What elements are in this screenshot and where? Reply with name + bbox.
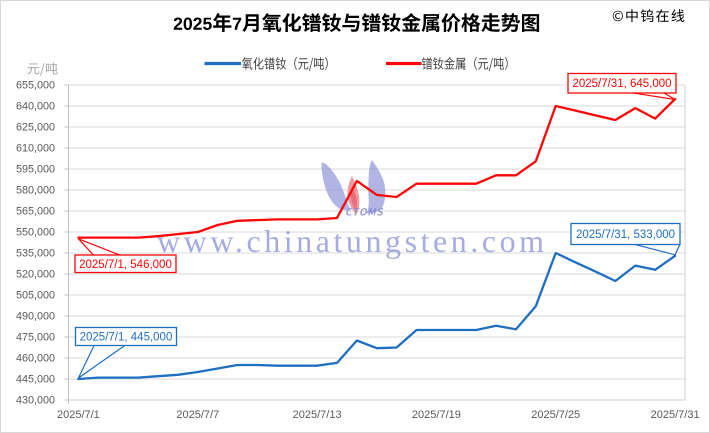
svg-text:2025/7/19: 2025/7/19 <box>412 409 461 421</box>
svg-text:2025/7/31, 645,000: 2025/7/31, 645,000 <box>572 78 671 90</box>
svg-text:445,000: 445,000 <box>16 373 55 385</box>
svg-text:505,000: 505,000 <box>16 289 55 301</box>
svg-text:565,000: 565,000 <box>16 205 55 217</box>
svg-text:430,000: 430,000 <box>16 394 55 406</box>
svg-text:640,000: 640,000 <box>16 100 55 112</box>
svg-text:655,000: 655,000 <box>16 79 55 91</box>
svg-text:2025/7/1, 546,000: 2025/7/1, 546,000 <box>79 259 172 271</box>
svg-text:610,000: 610,000 <box>16 142 55 154</box>
svg-text:www.chinatungsten.com: www.chinatungsten.com <box>157 223 548 259</box>
svg-text:595,000: 595,000 <box>16 163 55 175</box>
svg-text:580,000: 580,000 <box>16 184 55 196</box>
svg-text:475,000: 475,000 <box>16 331 55 343</box>
svg-text:2025/7/31: 2025/7/31 <box>651 409 700 421</box>
svg-text:625,000: 625,000 <box>16 121 55 133</box>
svg-text:535,000: 535,000 <box>16 247 55 259</box>
svg-text:2025/7/1: 2025/7/1 <box>57 409 100 421</box>
svg-text:550,000: 550,000 <box>16 226 55 238</box>
svg-text:2025/7/13: 2025/7/13 <box>293 409 342 421</box>
svg-text:2025/7/1, 445,000: 2025/7/1, 445,000 <box>80 332 173 344</box>
svg-text:520,000: 520,000 <box>16 268 55 280</box>
svg-text:2025/7/31, 533,000: 2025/7/31, 533,000 <box>576 229 675 241</box>
svg-text:460,000: 460,000 <box>16 352 55 364</box>
svg-text:2025/7/7: 2025/7/7 <box>176 409 219 421</box>
svg-text:2025/7/25: 2025/7/25 <box>531 409 580 421</box>
svg-text:490,000: 490,000 <box>16 310 55 322</box>
